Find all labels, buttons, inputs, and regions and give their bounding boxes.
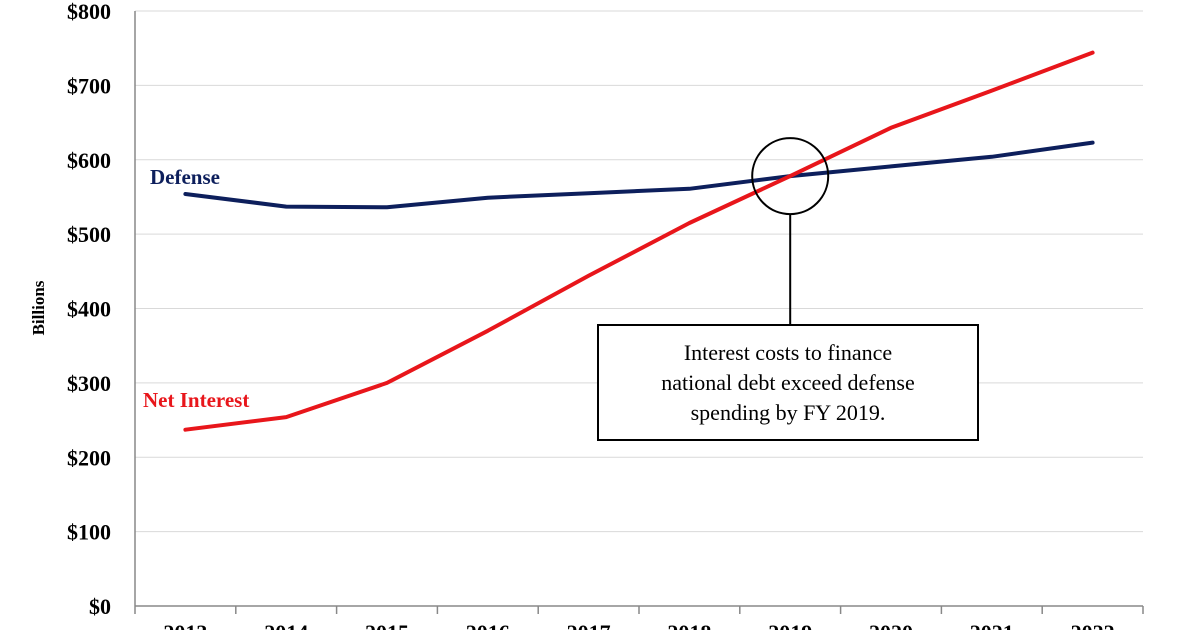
- x-tick-label: 2018: [667, 620, 711, 630]
- axes: [134, 11, 1144, 614]
- series-label-net-interest: Net Interest: [143, 388, 249, 412]
- y-tick-label: $800: [67, 0, 111, 24]
- x-tick-label: 2020: [869, 620, 913, 630]
- series-lines: [183, 50, 1095, 432]
- annotation-text-line: national debt exceed defense: [661, 370, 914, 395]
- x-tick-label: 2015: [365, 620, 409, 630]
- x-tick-label: 2016: [466, 620, 510, 630]
- x-tick-label: 2014: [264, 620, 308, 630]
- annotation-callout: Interest costs to finance national debt e…: [597, 137, 979, 441]
- x-tick-label: 2017: [567, 620, 611, 630]
- y-axis-title: Billions: [29, 280, 48, 335]
- y-tick-label: $700: [67, 73, 111, 98]
- y-tick-label: $500: [67, 222, 111, 247]
- y-tick-label: $400: [67, 297, 111, 322]
- x-tick-label: 2021: [970, 620, 1014, 630]
- annotation-box: [597, 324, 979, 441]
- series-label-defense: Defense: [150, 165, 220, 189]
- annotation-text-line: spending by FY 2019.: [691, 400, 886, 425]
- x-tick-label: 2022: [1071, 620, 1115, 630]
- x-tick-label: 2019: [768, 620, 812, 630]
- y-tick-label: $300: [67, 371, 111, 396]
- annotation-text: Interest costs to finance national debt e…: [661, 340, 914, 425]
- series-line-defense: [183, 140, 1095, 210]
- y-tick-label: $0: [89, 594, 111, 619]
- y-tick-label: $600: [67, 148, 111, 173]
- x-tick-label: 2013: [163, 620, 207, 630]
- annotation-text-line: Interest costs to finance: [684, 340, 892, 365]
- x-tick-labels: 2013 2014 2015 2016 2017 2018 2019 2020 2021 2022: [163, 620, 1114, 630]
- y-tick-label: $100: [67, 520, 111, 545]
- y-tick-label: $200: [67, 445, 111, 470]
- y-tick-labels: $0 $100 $200 $300 $400 $500 $600 $700 $800: [67, 0, 111, 619]
- series-line-net-interest: [183, 50, 1095, 432]
